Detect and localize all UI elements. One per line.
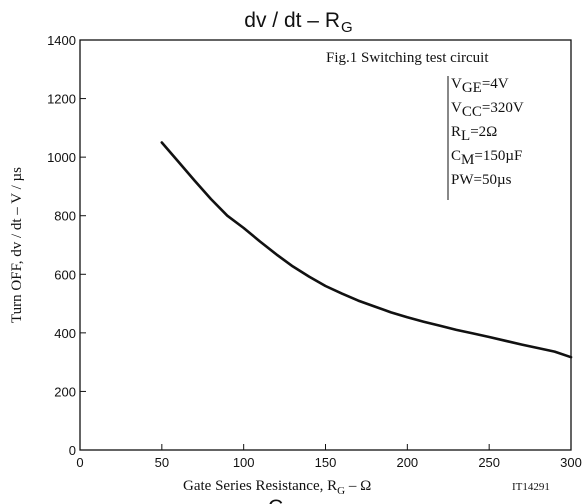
condition-item: VGE=4V <box>451 76 509 96</box>
chart-title: dv / dt – R <box>244 9 340 32</box>
chart-title-subscript: G <box>341 19 353 36</box>
conditions-legend: Fig.1 Switching test circuit VGE=4V VCC=3… <box>326 50 524 200</box>
condition-item: VCC=320V <box>451 100 524 120</box>
series-line-0 <box>160 141 573 359</box>
x-tick-label: 100 <box>233 455 255 470</box>
y-tick-label: 0 <box>69 443 76 458</box>
x-tick-label: 250 <box>478 455 500 470</box>
series-layer <box>160 141 573 359</box>
x-tick-label: 150 <box>315 455 337 470</box>
x-axis-label-main: Gate Series Resistance, R <box>183 478 337 494</box>
y-tick-label: 1200 <box>47 92 76 107</box>
x-axis-label-subscript: G <box>337 485 345 497</box>
x-tick-label: 200 <box>396 455 418 470</box>
y-axis: 0 200 400 600 800 1000 1200 1400 <box>47 33 86 458</box>
y-tick-label: 400 <box>54 326 76 341</box>
condition-item: RL=2Ω <box>451 124 497 144</box>
conditions-heading: Fig.1 Switching test circuit <box>326 50 489 66</box>
x-tick-label: 300 <box>560 455 582 470</box>
x-axis-label-suffix: – Ω <box>345 478 371 494</box>
y-tick-label: 1000 <box>47 150 76 165</box>
figure-code: IT14291 <box>512 481 550 493</box>
y-axis-label: Turn OFF, dv / dt – V / µs <box>9 167 25 323</box>
y-tick-label: 1400 <box>47 33 76 48</box>
x-axis: 0 50 100 150 200 250 300 <box>76 444 582 470</box>
y-tick-label: 600 <box>54 267 76 282</box>
x-axis-label: Gate Series Resistance, RG – Ω <box>183 478 371 497</box>
bottom-cut-text: C <box>268 496 283 504</box>
y-tick-label: 800 <box>54 209 76 224</box>
x-tick-label: 50 <box>155 455 169 470</box>
y-tick-label: 200 <box>54 384 76 399</box>
condition-item: PW=50µs <box>451 172 512 188</box>
x-tick-label: 0 <box>76 455 83 470</box>
condition-item: CM=150µF <box>451 148 522 168</box>
